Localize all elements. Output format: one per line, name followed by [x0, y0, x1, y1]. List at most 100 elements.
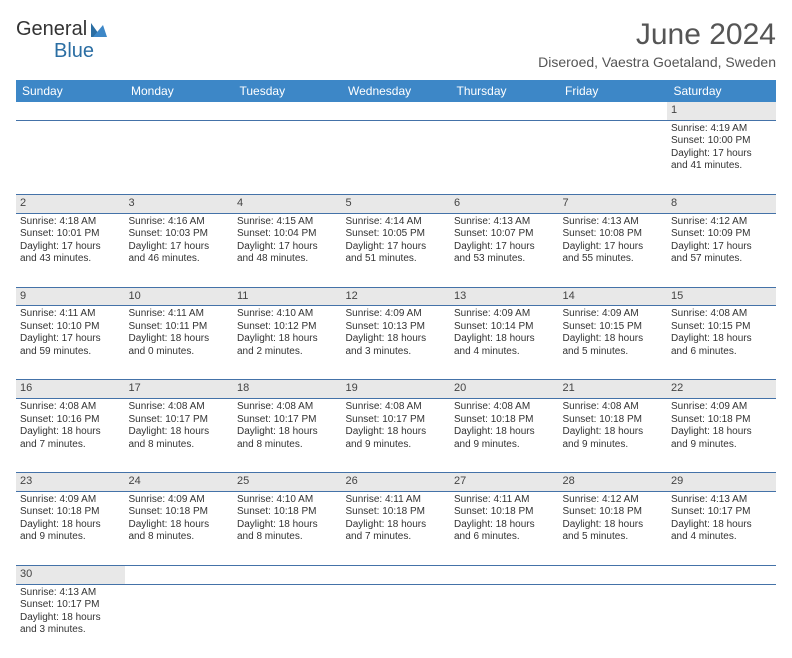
day-cell: Sunrise: 4:09 AMSunset: 10:18 PMDaylight… — [667, 399, 776, 473]
day-cell — [559, 120, 668, 194]
sunset-text: Sunset: 10:01 PM — [20, 228, 121, 241]
day-header: Wednesday — [342, 80, 451, 102]
sunset-text: Sunset: 10:11 PM — [129, 321, 230, 334]
day2-text: and 7 minutes. — [346, 531, 447, 544]
day2-text: and 0 minutes. — [129, 346, 230, 359]
sunset-text: Sunset: 10:04 PM — [237, 228, 338, 241]
day-cell: Sunrise: 4:11 AMSunset: 10:18 PMDaylight… — [450, 491, 559, 565]
location-subtitle: Diseroed, Vaestra Goetaland, Sweden — [538, 54, 776, 70]
page-title: June 2024 — [538, 18, 776, 52]
day-number: 24 — [125, 473, 234, 492]
day2-text: and 7 minutes. — [20, 439, 121, 452]
sunset-text: Sunset: 10:18 PM — [237, 506, 338, 519]
day-number: 4 — [233, 194, 342, 213]
day2-text: and 9 minutes. — [454, 439, 555, 452]
day-cell: Sunrise: 4:19 AMSunset: 10:00 PMDaylight… — [667, 120, 776, 194]
day1-text: Daylight: 17 hours — [563, 241, 664, 254]
day-number — [16, 102, 125, 120]
sunset-text: Sunset: 10:17 PM — [129, 414, 230, 427]
sunrise-text: Sunrise: 4:13 AM — [671, 494, 772, 507]
daynum-row: 30 — [16, 565, 776, 584]
day2-text: and 9 minutes. — [671, 439, 772, 452]
day1-text: Daylight: 18 hours — [129, 333, 230, 346]
day1-text: Daylight: 17 hours — [671, 241, 772, 254]
day-cell: Sunrise: 4:09 AMSunset: 10:15 PMDaylight… — [559, 306, 668, 380]
day-number: 26 — [342, 473, 451, 492]
day-cell: Sunrise: 4:09 AMSunset: 10:13 PMDaylight… — [342, 306, 451, 380]
sunset-text: Sunset: 10:17 PM — [346, 414, 447, 427]
day1-text: Daylight: 18 hours — [129, 519, 230, 532]
week-row: Sunrise: 4:19 AMSunset: 10:00 PMDaylight… — [16, 120, 776, 194]
day2-text: and 8 minutes. — [129, 439, 230, 452]
day-cell: Sunrise: 4:14 AMSunset: 10:05 PMDaylight… — [342, 213, 451, 287]
day-header: Sunday — [16, 80, 125, 102]
title-block: June 2024 Diseroed, Vaestra Goetaland, S… — [538, 18, 776, 70]
day1-text: Daylight: 17 hours — [454, 241, 555, 254]
day-cell: Sunrise: 4:12 AMSunset: 10:09 PMDaylight… — [667, 213, 776, 287]
day-cell — [450, 584, 559, 658]
day-number: 20 — [450, 380, 559, 399]
day2-text: and 48 minutes. — [237, 253, 338, 266]
sunrise-text: Sunrise: 4:09 AM — [346, 308, 447, 321]
week-row: Sunrise: 4:11 AMSunset: 10:10 PMDaylight… — [16, 306, 776, 380]
day-header: Tuesday — [233, 80, 342, 102]
logo: General — [16, 18, 109, 41]
day1-text: Daylight: 18 hours — [237, 333, 338, 346]
day-cell — [667, 584, 776, 658]
day-cell: Sunrise: 4:09 AMSunset: 10:14 PMDaylight… — [450, 306, 559, 380]
sunrise-text: Sunrise: 4:09 AM — [671, 401, 772, 414]
sunrise-text: Sunrise: 4:09 AM — [563, 308, 664, 321]
day-cell: Sunrise: 4:08 AMSunset: 10:16 PMDaylight… — [16, 399, 125, 473]
sunset-text: Sunset: 10:16 PM — [20, 414, 121, 427]
sunrise-text: Sunrise: 4:11 AM — [129, 308, 230, 321]
day2-text: and 4 minutes. — [671, 531, 772, 544]
sunset-text: Sunset: 10:13 PM — [346, 321, 447, 334]
day1-text: Daylight: 18 hours — [671, 426, 772, 439]
day1-text: Daylight: 18 hours — [20, 426, 121, 439]
day-cell: Sunrise: 4:18 AMSunset: 10:01 PMDaylight… — [16, 213, 125, 287]
sunrise-text: Sunrise: 4:10 AM — [237, 308, 338, 321]
sunrise-text: Sunrise: 4:08 AM — [346, 401, 447, 414]
day1-text: Daylight: 17 hours — [237, 241, 338, 254]
sunset-text: Sunset: 10:18 PM — [563, 506, 664, 519]
daynum-row: 2345678 — [16, 194, 776, 213]
sunrise-text: Sunrise: 4:10 AM — [237, 494, 338, 507]
day1-text: Daylight: 18 hours — [671, 519, 772, 532]
logo-text-b: Blue — [54, 40, 94, 63]
day2-text: and 59 minutes. — [20, 346, 121, 359]
day-number — [342, 565, 451, 584]
day1-text: Daylight: 18 hours — [237, 426, 338, 439]
day-number — [450, 102, 559, 120]
day-cell — [342, 584, 451, 658]
day-number: 1 — [667, 102, 776, 120]
sunrise-text: Sunrise: 4:11 AM — [20, 308, 121, 321]
day-header: Friday — [559, 80, 668, 102]
sunrise-text: Sunrise: 4:08 AM — [237, 401, 338, 414]
sunset-text: Sunset: 10:08 PM — [563, 228, 664, 241]
daynum-row: 1 — [16, 102, 776, 120]
day-cell: Sunrise: 4:13 AMSunset: 10:17 PMDaylight… — [16, 584, 125, 658]
sunrise-text: Sunrise: 4:08 AM — [563, 401, 664, 414]
sunrise-text: Sunrise: 4:08 AM — [671, 308, 772, 321]
day1-text: Daylight: 18 hours — [563, 519, 664, 532]
day-cell — [125, 120, 234, 194]
calendar-table: SundayMondayTuesdayWednesdayThursdayFrid… — [16, 80, 776, 658]
day1-text: Daylight: 18 hours — [346, 426, 447, 439]
day-cell: Sunrise: 4:11 AMSunset: 10:18 PMDaylight… — [342, 491, 451, 565]
day1-text: Daylight: 18 hours — [563, 426, 664, 439]
day-number: 10 — [125, 287, 234, 306]
day-cell: Sunrise: 4:11 AMSunset: 10:11 PMDaylight… — [125, 306, 234, 380]
day-cell: Sunrise: 4:11 AMSunset: 10:10 PMDaylight… — [16, 306, 125, 380]
day-cell — [342, 120, 451, 194]
daynum-row: 23242526272829 — [16, 473, 776, 492]
day-number: 8 — [667, 194, 776, 213]
day2-text: and 6 minutes. — [671, 346, 772, 359]
day-cell: Sunrise: 4:08 AMSunset: 10:17 PMDaylight… — [125, 399, 234, 473]
sunset-text: Sunset: 10:05 PM — [346, 228, 447, 241]
day-number: 7 — [559, 194, 668, 213]
day-cell: Sunrise: 4:15 AMSunset: 10:04 PMDaylight… — [233, 213, 342, 287]
sunset-text: Sunset: 10:18 PM — [671, 414, 772, 427]
day-cell — [450, 120, 559, 194]
day-cell: Sunrise: 4:08 AMSunset: 10:18 PMDaylight… — [450, 399, 559, 473]
sunset-text: Sunset: 10:18 PM — [454, 506, 555, 519]
